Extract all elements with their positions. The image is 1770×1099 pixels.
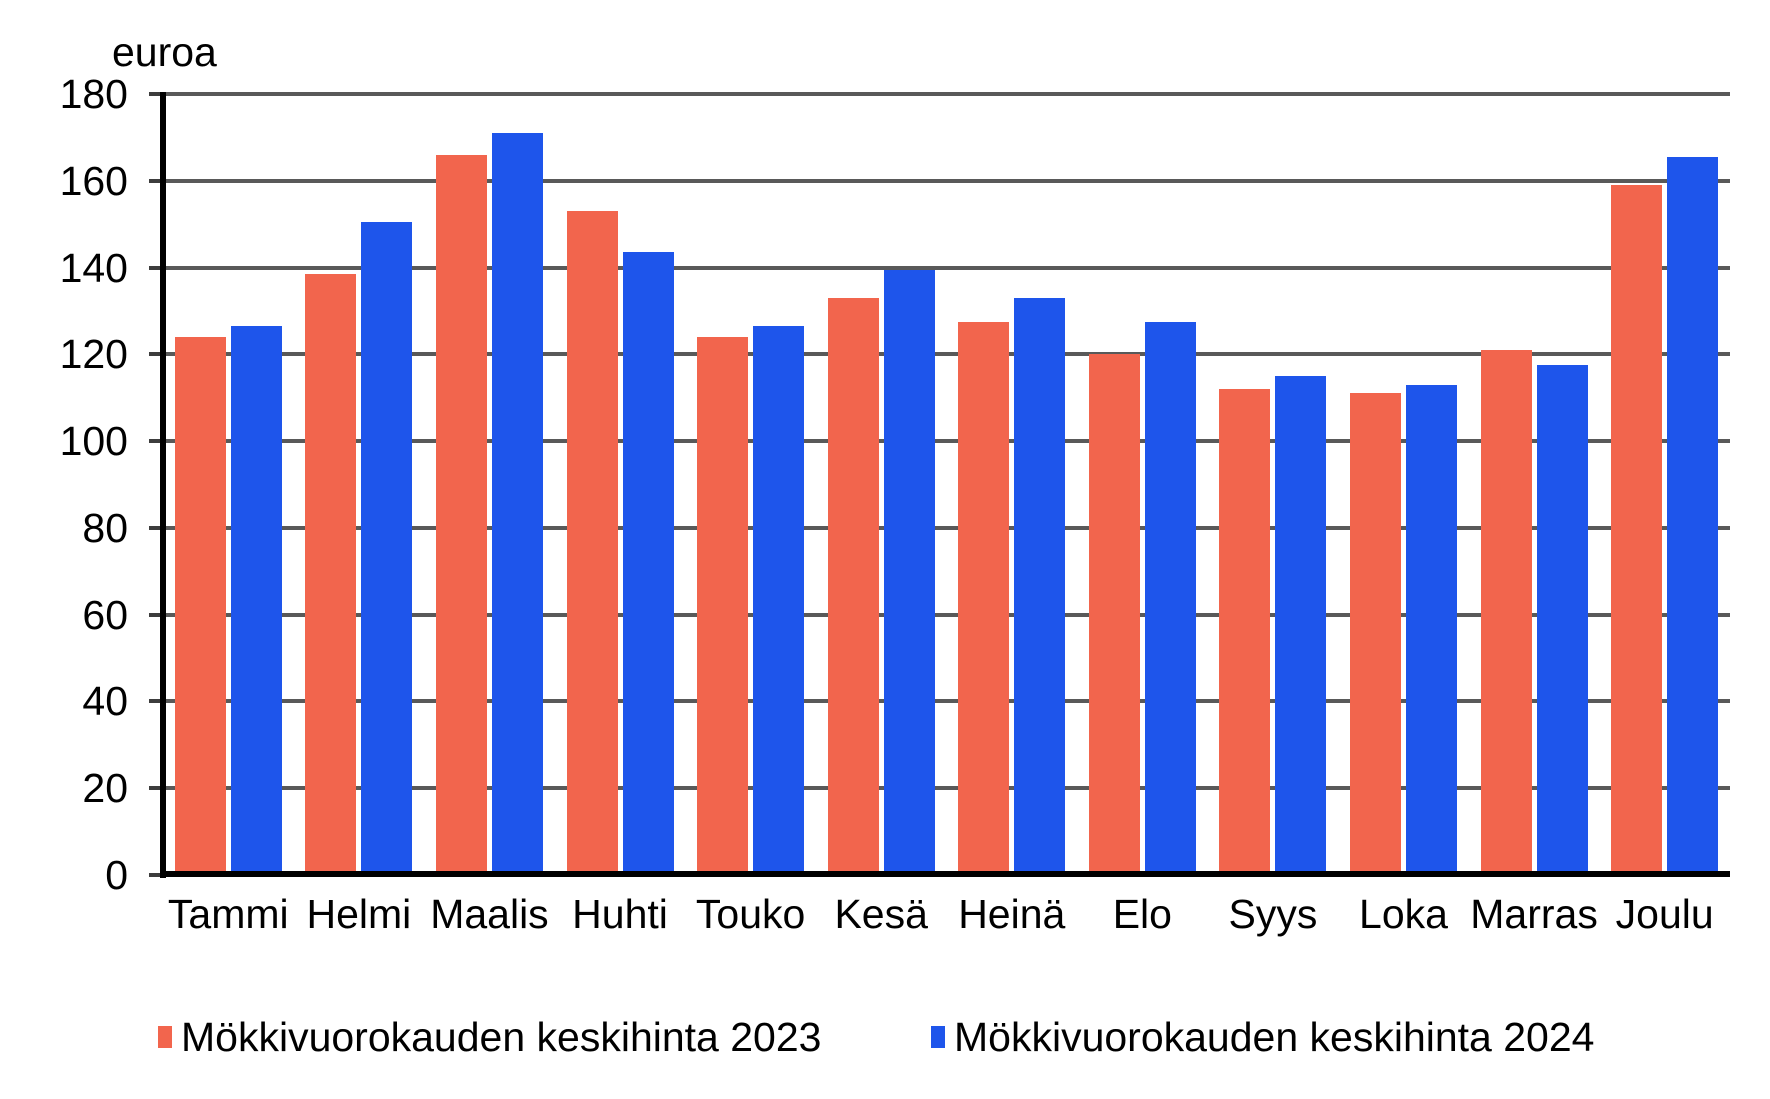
x-tick-label-loka: Loka xyxy=(1359,891,1448,937)
x-axis-line xyxy=(160,871,1730,877)
y-tick-label-180: 180 xyxy=(59,71,128,117)
y-tick-mark-80 xyxy=(149,525,163,530)
legend-label-2024: Mökkivuorokauden keskihinta 2024 xyxy=(954,1014,1595,1060)
bar-2023-tammi xyxy=(174,336,226,875)
legend-swatch-2023 xyxy=(158,1026,172,1048)
bar-2024-maalis xyxy=(491,133,543,875)
bar-2024-helmi xyxy=(361,222,413,875)
bar-2023-marras xyxy=(1480,350,1532,875)
gridline-120 xyxy=(163,352,1730,357)
bar-2023-heinä xyxy=(958,321,1010,875)
y-tick-mark-180 xyxy=(149,92,163,96)
y-tick-label-120: 120 xyxy=(59,331,128,378)
gridline-80 xyxy=(163,525,1730,530)
y-axis-line xyxy=(160,92,166,878)
y-tick-mark-140 xyxy=(149,265,163,270)
y-tick-mark-120 xyxy=(149,352,163,357)
x-axis-labels-row: Tammi Helmi Maalis Huhti Touko Kesä Heinä Elo Sy… xyxy=(163,889,1730,939)
gridline-40 xyxy=(163,699,1730,704)
bar-2023-loka xyxy=(1349,393,1401,875)
y-tick-label-80: 80 xyxy=(82,504,128,551)
legend-swatch-2024 xyxy=(931,1026,945,1048)
bar-group-syys xyxy=(1208,94,1339,875)
x-tick-label-kesä: Kesä xyxy=(834,891,928,937)
bar-2024-huhti xyxy=(622,252,674,875)
bar-2023-joulu xyxy=(1611,185,1663,875)
bar-2023-huhti xyxy=(566,211,618,875)
legend-item-2023: Mökkivuorokauden keskihinta 2023 xyxy=(158,1014,821,1060)
bar-2023-elo xyxy=(1088,354,1140,875)
x-tick-label-heinä: Heinä xyxy=(958,891,1066,937)
x-tick-label-marras: Marras xyxy=(1470,891,1598,937)
gridline-180 xyxy=(163,92,1730,96)
bar-group-tammi xyxy=(163,94,294,875)
x-tick-label-helmi: Helmi xyxy=(306,891,412,937)
gridline-20 xyxy=(163,786,1730,791)
bar-2024-loka xyxy=(1405,384,1457,875)
bar-group-heinä xyxy=(946,94,1077,875)
y-axis-unit-label: euroa xyxy=(112,29,217,75)
x-tick-label-maalis: Maalis xyxy=(430,891,549,937)
y-tick-mark-20 xyxy=(149,786,163,791)
y-tick-label-60: 60 xyxy=(82,591,128,638)
legend-item-2024: Mökkivuorokauden keskihinta 2024 xyxy=(931,1014,1594,1060)
y-tick-label-0: 0 xyxy=(105,852,128,898)
x-tick-label-huhti: Huhti xyxy=(572,891,668,937)
bar-2023-kesä xyxy=(827,297,879,875)
y-tick-mark-60 xyxy=(149,612,163,617)
gridline-60 xyxy=(163,612,1730,617)
plot-area xyxy=(163,94,1730,875)
bar-group-joulu xyxy=(1599,94,1730,875)
bar-2024-tammi xyxy=(230,326,282,875)
bar-group-huhti xyxy=(555,94,686,875)
gridline-160 xyxy=(163,178,1730,183)
x-tick-label-touko: Touko xyxy=(695,891,806,937)
x-tick-label-syys: Syys xyxy=(1228,891,1318,937)
bar-2024-kesä xyxy=(883,269,935,875)
bar-2023-helmi xyxy=(305,274,357,875)
bar-group-elo xyxy=(1077,94,1208,875)
y-tick-mark-100 xyxy=(149,439,163,444)
bar-group-maalis xyxy=(424,94,555,875)
y-tick-label-140: 140 xyxy=(59,244,128,291)
bar-2023-syys xyxy=(1219,389,1271,875)
bar-group-helmi xyxy=(294,94,425,875)
y-tick-mark-160 xyxy=(149,178,163,183)
bar-2023-maalis xyxy=(435,154,487,875)
bar-group-marras xyxy=(1469,94,1600,875)
bar-group-kesä xyxy=(816,94,947,875)
bar-2024-joulu xyxy=(1667,156,1719,875)
y-tick-mark-0 xyxy=(149,873,163,877)
x-tick-label-elo: Elo xyxy=(1112,891,1172,937)
bar-2024-marras xyxy=(1536,365,1588,875)
bar-group-loka xyxy=(1338,94,1469,875)
y-tick-label-160: 160 xyxy=(59,157,128,204)
bar-2024-heinä xyxy=(1014,297,1066,875)
x-tick-label-tammi: Tammi xyxy=(167,891,289,937)
y-tick-mark-40 xyxy=(149,699,163,704)
bar-2024-syys xyxy=(1275,376,1327,875)
legend-label-2023: Mökkivuorokauden keskihinta 2023 xyxy=(181,1014,822,1060)
bar-group-touko xyxy=(685,94,816,875)
bar-2024-touko xyxy=(753,326,805,875)
bar-2023-touko xyxy=(697,336,749,875)
x-tick-label-joulu: Joulu xyxy=(1615,891,1714,937)
bar-2024-elo xyxy=(1144,321,1196,875)
gridline-100 xyxy=(163,439,1730,444)
y-tick-label-100: 100 xyxy=(59,418,128,465)
y-tick-label-20: 20 xyxy=(82,765,128,812)
gridline-140 xyxy=(163,265,1730,270)
y-tick-label-40: 40 xyxy=(82,678,128,725)
